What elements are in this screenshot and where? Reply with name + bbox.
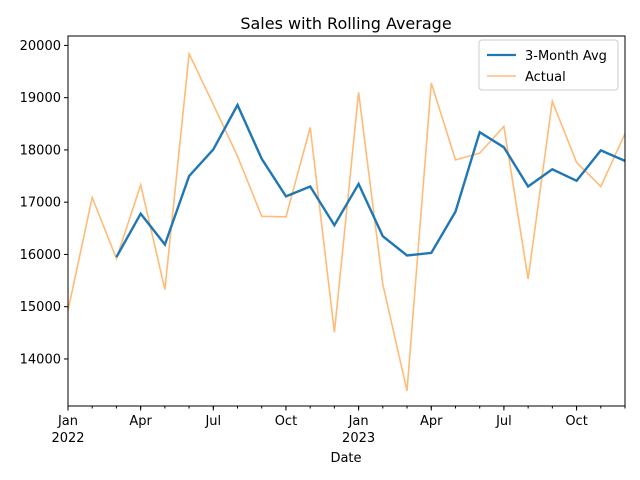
y-tick-label: 20000 [20, 39, 61, 54]
axes: 14000 15000 16000 17000 18000 19000 20000 Jan 20… [20, 35, 626, 446]
legend-label-3-month-avg: 3-Month Avg [525, 49, 607, 64]
series-line-3-month-avg [115, 102, 626, 258]
legend-box [478, 39, 619, 91]
y-tick-label: 18000 [20, 143, 61, 158]
chart-title: Sales with Rolling Average [240, 14, 451, 33]
x-tick-label: Jul [495, 414, 512, 429]
y-tick-label: 19000 [20, 91, 61, 106]
x-tick-label: Oct [565, 414, 587, 429]
x-tick-year-label: 2023 [342, 431, 375, 446]
legend: 3-Month Avg Actual [478, 39, 619, 91]
plot-series [67, 50, 626, 391]
x-tick-label: Apr [129, 414, 152, 429]
y-tick-label: 17000 [20, 196, 61, 211]
y-tick-label: 15000 [20, 300, 61, 315]
x-tick-label: Jan [348, 414, 369, 429]
x-axis-label: Date [330, 451, 361, 466]
legend-label-actual: Actual [525, 70, 566, 85]
y-tick-label: 16000 [20, 248, 61, 263]
plot-frame [67, 35, 626, 407]
x-tick-label: Oct [275, 414, 297, 429]
x-tick-year-label: 2022 [51, 431, 84, 446]
y-tick-label: 14000 [20, 352, 61, 367]
x-tick-label: Jul [204, 414, 221, 429]
x-tick-label: Jan [57, 414, 78, 429]
series-line-actual [67, 50, 626, 391]
x-tick-label: Apr [420, 414, 443, 429]
